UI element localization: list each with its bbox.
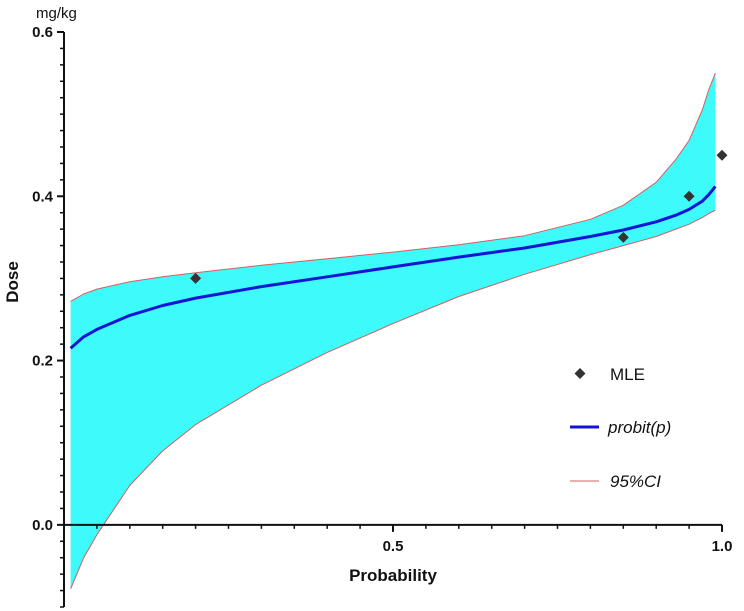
y-tick-label: 0.0 <box>32 517 53 534</box>
diamond-marker-icon <box>574 368 586 379</box>
x-axis-title: Probability <box>349 566 437 585</box>
y-tick-label: 0.4 <box>32 188 54 205</box>
legend-item-ci: 95%CI <box>570 472 661 491</box>
ci-band-layer <box>70 73 716 589</box>
mle-point <box>190 272 202 284</box>
probit-curve-line <box>69 185 717 350</box>
series-line-layer <box>69 72 717 590</box>
legend-label-mle: MLE <box>610 365 645 384</box>
ci-band-fill <box>70 73 716 589</box>
x-tick-label: 0.5 <box>383 538 404 555</box>
legend-label-probit: probit(p) <box>607 418 671 437</box>
mle-point <box>683 190 695 202</box>
mle-point <box>617 231 629 243</box>
legend: MLE probit(p) 95%CI <box>570 365 671 491</box>
ticks-layer: 0.0 0.2 0.4 0.6 0.5 1.0 <box>32 24 733 608</box>
legend-item-mle: MLE <box>574 365 645 384</box>
mle-points-layer <box>190 149 728 284</box>
y-axis-title: Dose <box>3 261 22 303</box>
x-tick-label: 1.0 <box>712 538 733 555</box>
ci-upper-line <box>70 72 716 302</box>
ci-lower-line <box>70 209 716 590</box>
legend-label-ci: 95%CI <box>610 472 661 491</box>
legend-item-probit: probit(p) <box>570 418 671 437</box>
y-tick-label: 0.2 <box>32 353 53 370</box>
y-unit-label: mg/kg <box>36 5 77 22</box>
y-tick-label: 0.6 <box>32 24 53 41</box>
mle-point <box>716 149 728 161</box>
